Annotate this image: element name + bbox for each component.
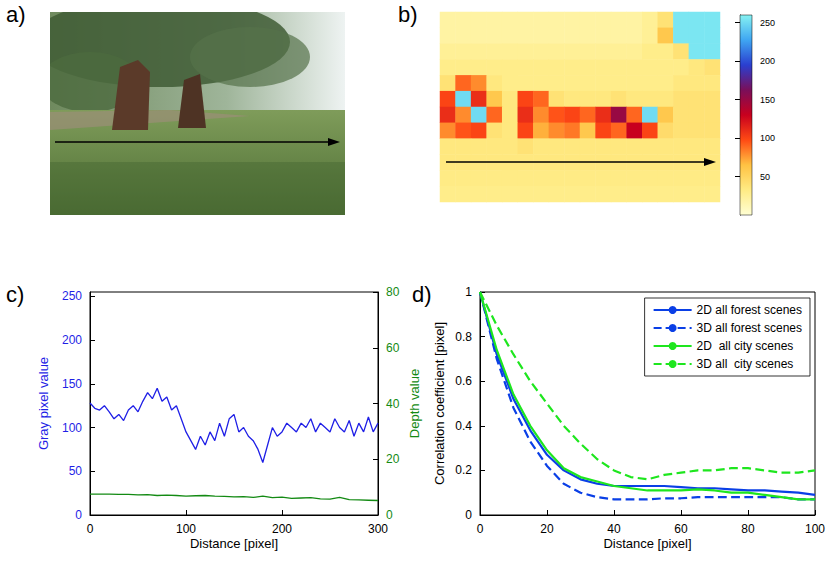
svg-text:60: 60 <box>674 522 688 536</box>
svg-text:Depth value: Depth value <box>407 369 422 438</box>
svg-text:0: 0 <box>75 508 82 522</box>
svg-text:250: 250 <box>62 289 82 303</box>
svg-text:100: 100 <box>805 522 825 536</box>
svg-text:2D all city scenes: 2D all city scenes <box>697 339 794 353</box>
svg-text:200: 200 <box>760 56 775 66</box>
svg-text:0: 0 <box>87 522 94 536</box>
svg-text:3D all forest scenes: 3D all forest scenes <box>697 321 802 335</box>
svg-text:1: 1 <box>465 285 472 299</box>
svg-text:0: 0 <box>386 508 393 522</box>
svg-text:50: 50 <box>69 464 83 478</box>
svg-text:50: 50 <box>760 172 770 182</box>
html-text:d): d) <box>412 282 432 307</box>
svg-text:3D all city scenes: 3D all city scenes <box>697 357 794 371</box>
svg-text:150: 150 <box>62 377 82 391</box>
svg-text:0.6: 0.6 <box>455 374 472 388</box>
svg-text:80: 80 <box>741 522 755 536</box>
svg-text:20: 20 <box>386 452 400 466</box>
svg-text:40: 40 <box>607 522 621 536</box>
svg-text:80: 80 <box>386 285 400 299</box>
svg-text:0: 0 <box>477 522 484 536</box>
svg-text:300: 300 <box>368 522 388 536</box>
svg-text:100: 100 <box>760 133 775 143</box>
svg-text:40: 40 <box>386 397 400 411</box>
html-text:b): b) <box>398 2 418 27</box>
svg-text:200: 200 <box>62 333 82 347</box>
svg-text:Distance [pixel]: Distance [pixel] <box>603 536 691 551</box>
svg-text:200: 200 <box>272 522 292 536</box>
svg-text:2D all forest scenes: 2D all forest scenes <box>697 303 802 317</box>
svg-text:Correlation coefficient [pixel: Correlation coefficient [pixel] <box>432 322 447 485</box>
svg-text:60: 60 <box>386 341 400 355</box>
svg-text:100: 100 <box>62 421 82 435</box>
svg-text:0: 0 <box>465 508 472 522</box>
html-text:c): c) <box>6 282 25 307</box>
svg-text:0.2: 0.2 <box>455 463 472 477</box>
svg-text:150: 150 <box>760 95 775 105</box>
svg-text:0.4: 0.4 <box>455 419 472 433</box>
svg-text:100: 100 <box>176 522 196 536</box>
svg-text:0.8: 0.8 <box>455 330 472 344</box>
svg-text:Distance [pixel]: Distance [pixel] <box>190 536 278 551</box>
svg-text:250: 250 <box>760 18 775 28</box>
svg-text:20: 20 <box>540 522 554 536</box>
svg-text:Gray pixel value: Gray pixel value <box>36 357 51 450</box>
html-text:a): a) <box>6 2 26 27</box>
